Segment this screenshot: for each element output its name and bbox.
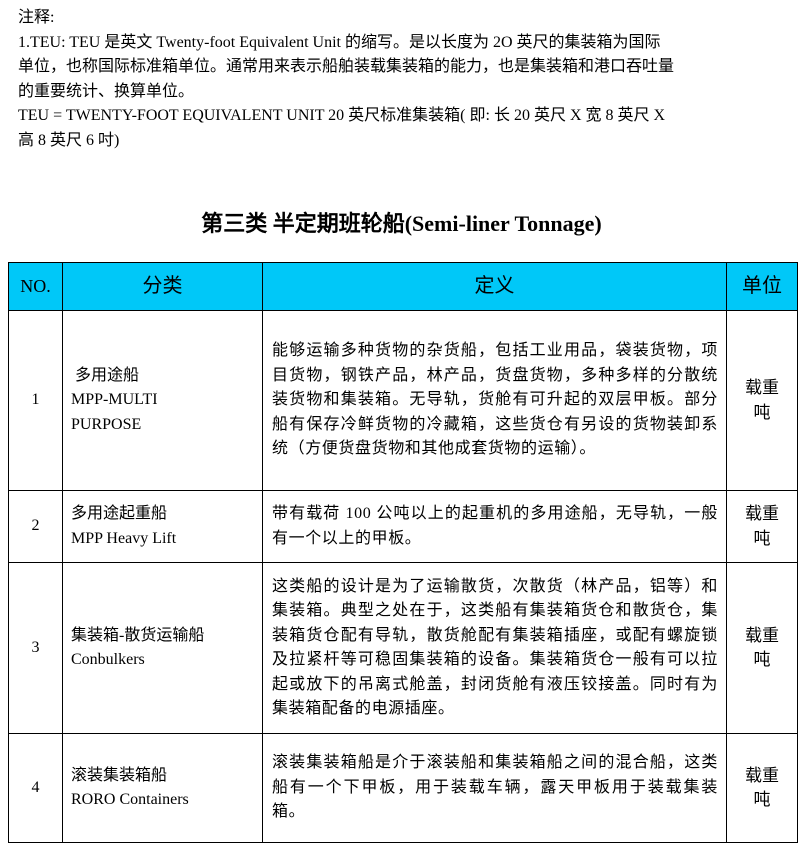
- row-definition: 能够运输多种货物的杂货船，包括工业用品，袋装货物，项目货物，钢铁产品，林产品，货…: [262, 310, 727, 491]
- notes-line: 1.TEU: TEU 是英文 Twenty-foot Equivalent Un…: [18, 33, 661, 51]
- row-unit: 载重吨: [726, 733, 798, 843]
- notes-line: 注释:: [18, 9, 55, 26]
- ship-classification-table: NO. 分类 定义 单位 1 多用途船 MPP-MULTI PURPOSE 能够运…: [8, 262, 798, 843]
- row-unit: 载重吨: [726, 310, 798, 491]
- section-title: 第三类 半定期班轮船(Semi-liner Tonnage): [201, 211, 602, 236]
- category-en: MPP Heavy Lift: [71, 529, 177, 547]
- category-cn: 集装箱-散货运输船: [71, 626, 205, 644]
- row-definition: 带有载荷 100 公吨以上的起重机的多用途船，无导轨，一般有一个以上的甲板。: [262, 490, 727, 563]
- row-no: 3: [8, 562, 63, 734]
- header-definition: 定义: [262, 262, 727, 311]
- category-cn: 多用途起重船: [71, 505, 168, 522]
- row-category: 多用途船 MPP-MULTI PURPOSE: [62, 310, 263, 491]
- row-category: 集装箱-散货运输船 Conbulkers: [62, 562, 263, 734]
- header-unit: 单位: [726, 262, 798, 311]
- row-unit: 载重吨: [726, 490, 798, 563]
- row-no: 4: [8, 733, 63, 843]
- row-definition: 滚装集装箱船是介于滚装船和集装箱船之间的混合船，这类船有一个下甲板，用于装载车辆…: [262, 733, 727, 843]
- row-category: 多用途起重船 MPP Heavy Lift: [62, 490, 263, 563]
- category-cn: 滚装集装箱船: [71, 766, 168, 784]
- table-row: 2 多用途起重船 MPP Heavy Lift 带有载荷 100 公吨以上的起重机…: [8, 490, 798, 563]
- row-definition: 这类船的设计是为了运输散货，次散货（林产品，铝等）和集装箱。典型之处在于，这类船…: [262, 562, 727, 734]
- row-no: 2: [8, 490, 63, 563]
- table-row: 4 滚装集装箱船 RORO Containers 滚装集装箱船是介于滚装船和集装箱…: [8, 733, 798, 843]
- notes-line: 的重要统计、换算单位。: [18, 82, 195, 100]
- header-no: NO.: [8, 262, 63, 311]
- category-en: Conbulkers: [71, 651, 145, 668]
- table-row: 1 多用途船 MPP-MULTI PURPOSE 能够运输多种货物的杂货船，包括工…: [8, 310, 798, 491]
- category-en: MPP-MULTI PURPOSE: [71, 391, 158, 433]
- notes-section: 注释: 1.TEU: TEU 是英文 Twenty-foot Equivalen…: [18, 6, 793, 153]
- unit-text: 载重吨: [745, 765, 779, 810]
- category-en: RORO Containers: [71, 791, 189, 808]
- row-category: 滚装集装箱船 RORO Containers: [62, 733, 263, 843]
- header-category: 分类: [62, 262, 263, 311]
- table-row: 3 集装箱-散货运输船 Conbulkers 这类船的设计是为了运输散货，次散货（…: [8, 562, 798, 734]
- row-unit: 载重吨: [726, 562, 798, 734]
- unit-text: 载重吨: [745, 504, 779, 548]
- table-header-row: NO. 分类 定义 单位: [8, 262, 798, 311]
- row-no: 1: [8, 310, 63, 491]
- unit-text: 载重吨: [745, 378, 779, 422]
- notes-line: 高 8 英尺 6 吋): [18, 131, 120, 149]
- unit-text: 载重吨: [745, 625, 779, 670]
- notes-line: 单位，也称国际标准箱单位。通常用来表示船舶装载集装箱的能力，也是集装箱和港口吞吐…: [18, 58, 675, 75]
- notes-line: TEU = TWENTY-FOOT EQUIVALENT UNIT 20 英尺标…: [18, 107, 666, 124]
- category-cn: 多用途船: [71, 366, 140, 384]
